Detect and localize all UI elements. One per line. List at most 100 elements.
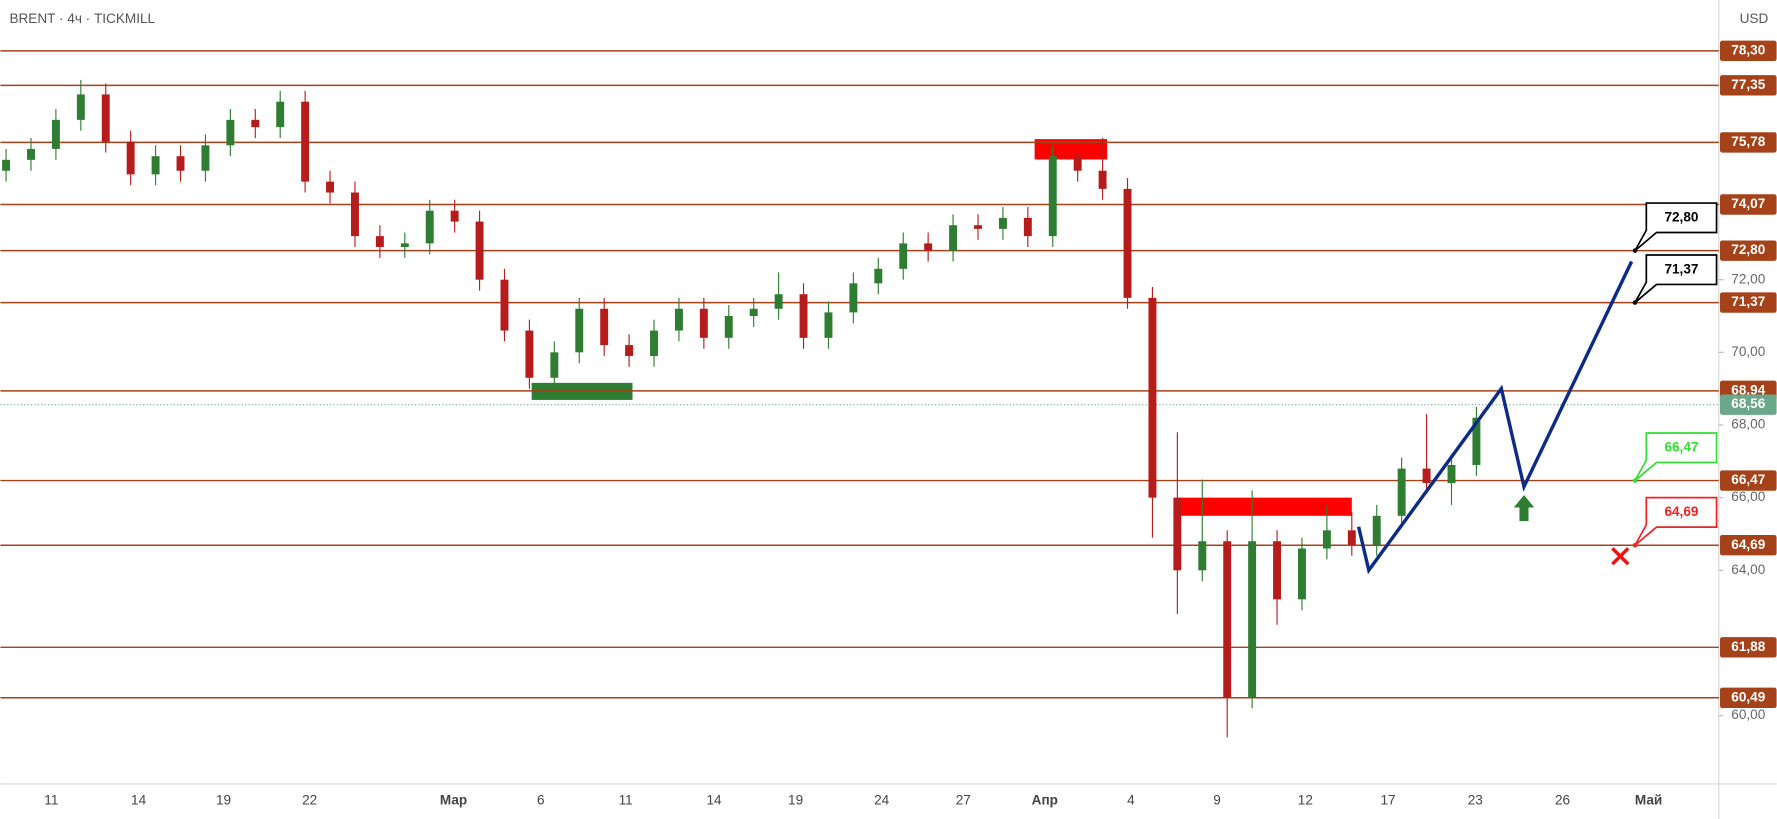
level-tag	[1719, 470, 1777, 491]
candle-body	[1048, 156, 1057, 237]
candle-body	[998, 217, 1007, 229]
level-tag	[1719, 687, 1777, 708]
level-tag-label: 74,07	[1731, 196, 1765, 211]
candle-body	[1347, 530, 1356, 545]
candle-body	[799, 294, 808, 338]
x-tick-label: 27	[956, 792, 971, 807]
annotation-label: 71,37	[1664, 261, 1698, 276]
candle-body	[674, 308, 683, 331]
cancel-mark	[1611, 547, 1630, 566]
level-tag	[1719, 194, 1777, 215]
candle-body	[201, 145, 210, 171]
candle-body	[1447, 464, 1456, 484]
level-tag	[1719, 75, 1777, 96]
candle-body	[874, 268, 883, 284]
candle-body	[749, 308, 758, 317]
x-tick-label: 19	[216, 792, 231, 807]
x-tick-label: 17	[1381, 792, 1396, 807]
candle-body	[350, 192, 359, 237]
level-tag-label: 75,78	[1731, 134, 1765, 149]
candle-body	[425, 210, 434, 244]
candle-body	[575, 308, 584, 353]
candle-body	[1148, 297, 1157, 498]
level-tag-label: 60,49	[1731, 689, 1765, 704]
candle-body	[1372, 515, 1381, 545]
candle-body	[1397, 468, 1406, 516]
level-tag	[1719, 240, 1777, 261]
level-tag-label: 77,35	[1731, 77, 1765, 92]
candle-body	[525, 330, 534, 378]
annotation-label: 72,80	[1664, 209, 1698, 224]
candle-body	[301, 101, 310, 182]
level-tag-label: 61,88	[1731, 639, 1765, 654]
x-tick-label: 26	[1555, 792, 1570, 807]
candle-body	[1098, 170, 1107, 189]
candle-body	[899, 243, 908, 269]
annotation-label: 66,47	[1664, 439, 1698, 454]
x-tick-label: 11	[619, 792, 633, 807]
candle-body	[176, 156, 185, 171]
y-tick-label: 66,00	[1731, 489, 1765, 504]
candle-body	[400, 243, 409, 248]
x-tick-label: Май	[1635, 792, 1662, 807]
candle-body	[1073, 156, 1082, 171]
zone	[1179, 497, 1352, 516]
x-tick-label: 11	[44, 792, 58, 807]
x-tick-label: 6	[537, 792, 545, 807]
candle-body	[625, 345, 634, 356]
annotation-box	[1634, 202, 1718, 252]
y-tick-label: 60,00	[1731, 707, 1765, 722]
level-tag	[1719, 637, 1777, 658]
level-tag-label: 71,37	[1731, 294, 1765, 309]
candle-body	[375, 236, 384, 248]
candle-body	[1023, 217, 1032, 237]
buy-arrow	[1513, 495, 1535, 522]
level-tag-label: 64,69	[1731, 537, 1765, 552]
candle-body	[2, 159, 11, 171]
x-tick-label: Апр	[1032, 792, 1058, 807]
candle-body	[1322, 530, 1331, 549]
candle-body	[1273, 541, 1282, 600]
candle-body	[1198, 541, 1207, 571]
y-tick-label: 70,00	[1731, 344, 1765, 359]
candle-body	[924, 243, 933, 251]
candle-body	[824, 312, 833, 338]
projection-path	[1356, 260, 1634, 575]
x-tick-label: 23	[1468, 792, 1483, 807]
candle-body	[475, 221, 484, 280]
level-tag	[1719, 40, 1777, 62]
candle-body	[1298, 548, 1306, 600]
level-tag	[1719, 535, 1777, 556]
x-tick-label: 19	[788, 792, 803, 807]
level-tag	[1719, 132, 1777, 153]
annotation-label: 64,69	[1664, 504, 1698, 519]
level-tag	[1719, 292, 1777, 313]
candle-body	[276, 101, 285, 128]
annotation-box	[1634, 254, 1718, 304]
x-tick-label: 14	[706, 792, 722, 807]
candle-body	[251, 119, 260, 128]
candle-body	[774, 294, 783, 309]
x-tick-label: 4	[1127, 792, 1135, 807]
x-tick-label: 12	[1298, 792, 1313, 807]
candle-body	[101, 94, 110, 142]
chart-title: BRENT · 4ч · TICKMILL	[9, 11, 155, 26]
annotation-box	[1634, 496, 1718, 546]
last-price-tag	[1719, 394, 1777, 415]
x-tick-label: Мар	[440, 792, 467, 807]
candle-body	[650, 330, 658, 356]
candle-body	[724, 316, 733, 338]
y-tick-label: 72,00	[1731, 271, 1765, 286]
x-tick-label: 9	[1213, 792, 1221, 807]
currency-label: USD	[1740, 11, 1769, 26]
candle-body	[974, 225, 982, 229]
candle-body	[1123, 188, 1132, 298]
candle-body	[450, 210, 459, 222]
candle-body	[500, 279, 509, 331]
candle-body	[126, 141, 135, 175]
candle-body	[151, 156, 160, 175]
candle-body	[51, 119, 60, 149]
candle-body	[550, 352, 559, 378]
candle-body	[1223, 541, 1232, 698]
